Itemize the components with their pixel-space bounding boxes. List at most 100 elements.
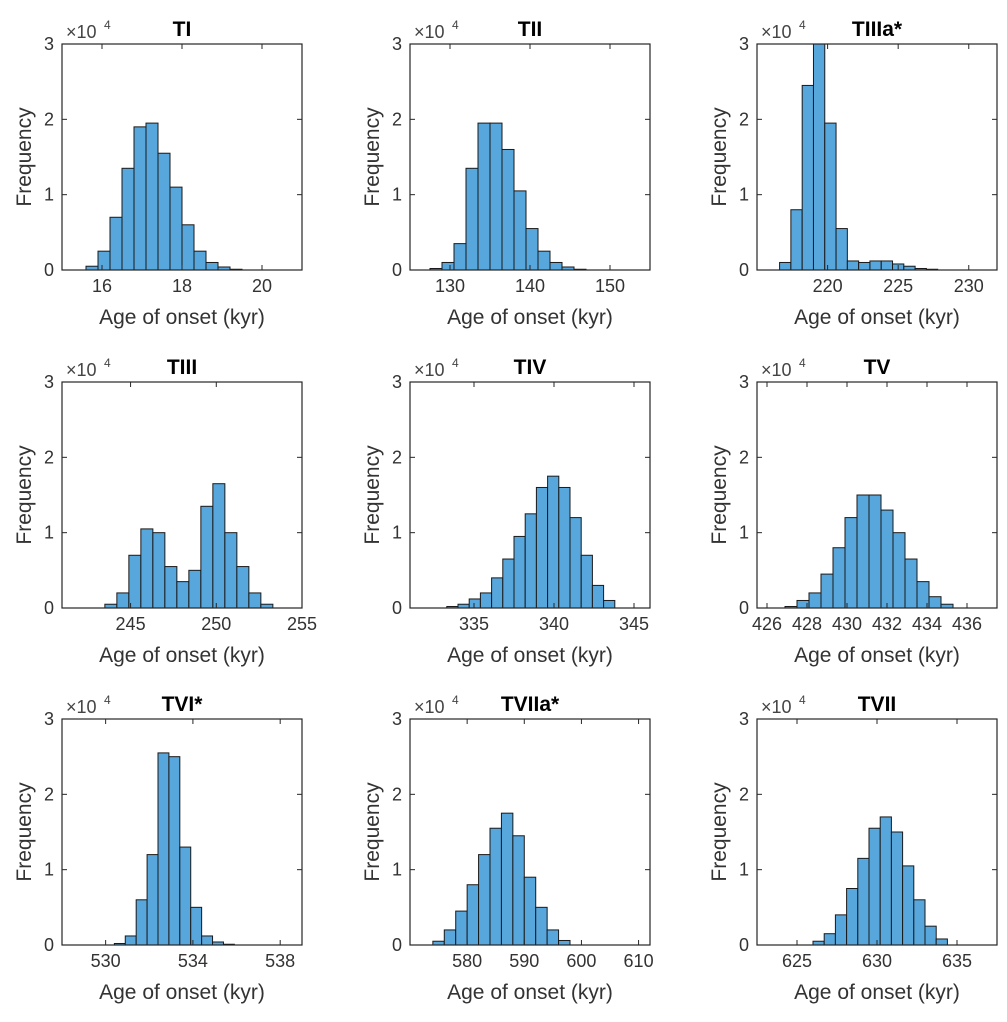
histogram-bar xyxy=(121,167,135,271)
histogram-bar xyxy=(489,122,503,271)
histogram-bar xyxy=(525,228,539,271)
x-axis-label: Age of onset (kyr) xyxy=(447,644,613,667)
x-tick-label: 580 xyxy=(452,951,482,971)
y-tick-label: 3 xyxy=(44,372,54,392)
y-tick-label: 2 xyxy=(44,784,54,804)
x-tick-label: 600 xyxy=(566,951,596,971)
x-tick-label: 625 xyxy=(782,951,812,971)
y-axis-label: Frequency xyxy=(361,107,384,207)
y-tick-label: 2 xyxy=(739,784,749,804)
y-exponent-label: 4 xyxy=(452,356,459,370)
x-tick-label: 530 xyxy=(91,951,121,971)
y-multiplier-label: ×10 xyxy=(66,22,97,42)
histogram-bar xyxy=(466,884,480,946)
histogram-bar xyxy=(169,186,183,271)
histogram-bar xyxy=(892,532,906,609)
y-axis-label: Frequency xyxy=(708,107,731,207)
y-tick-label: 2 xyxy=(739,447,749,467)
y-tick-label: 2 xyxy=(44,447,54,467)
histogram-bar xyxy=(97,250,111,271)
y-tick-label: 0 xyxy=(44,260,54,280)
x-tick-label: 426 xyxy=(752,614,782,634)
histogram-panel: 0 1 2 3 580 590 600 610 TVIIa* ×10 4 Age of onset (… xyxy=(361,693,654,1004)
y-axis-label: Frequency xyxy=(13,782,36,882)
y-axis-label: Frequency xyxy=(708,782,731,882)
panel-title: TIV xyxy=(514,356,547,379)
histogram-bar xyxy=(844,517,858,609)
histogram-bar xyxy=(846,260,860,271)
x-tick-label: 610 xyxy=(624,951,654,971)
histogram-bar xyxy=(489,827,502,946)
y-multiplier-label: ×10 xyxy=(414,697,445,717)
histogram-bar xyxy=(201,935,214,946)
y-axis-label: Frequency xyxy=(708,445,731,545)
histogram-bar xyxy=(580,554,593,609)
axes-frame xyxy=(409,381,651,609)
histogram-bar xyxy=(179,846,192,946)
panel-title: TI xyxy=(173,18,192,41)
histogram-bar xyxy=(890,831,904,946)
x-tick-label: 18 xyxy=(172,276,192,296)
histogram-bar xyxy=(801,84,814,271)
histogram-bar xyxy=(823,933,836,946)
histogram-bar xyxy=(902,865,915,946)
histogram-bar xyxy=(808,592,822,609)
x-tick-label: 16 xyxy=(92,276,112,296)
y-tick-label: 3 xyxy=(739,34,749,54)
histogram-bar xyxy=(832,547,846,609)
histogram-bar xyxy=(116,592,130,609)
x-axis-label: Age of onset (kyr) xyxy=(447,306,613,329)
histogram-bar xyxy=(157,752,170,946)
y-tick-label: 0 xyxy=(392,260,402,280)
y-tick-label: 2 xyxy=(739,109,749,129)
x-axis-label: Age of onset (kyr) xyxy=(794,981,960,1004)
y-axis-label: Frequency xyxy=(361,445,384,545)
axes-frame xyxy=(61,718,303,946)
histogram-bar xyxy=(549,261,563,271)
y-tick-label: 3 xyxy=(739,372,749,392)
histogram-bar xyxy=(779,261,792,271)
histogram-bar xyxy=(145,122,159,271)
x-tick-label: 630 xyxy=(862,951,892,971)
histogram-bar xyxy=(133,126,147,271)
histogram-panel: 0 1 2 3 16 18 20 TI ×10 4 Age of onset (kyr) Freque… xyxy=(13,18,303,329)
histogram-bar xyxy=(537,250,551,271)
histogram-bar xyxy=(513,535,526,609)
y-tick-label: 3 xyxy=(392,34,402,54)
histogram-bar xyxy=(109,216,123,271)
x-tick-label: 250 xyxy=(201,614,231,634)
histogram-bar xyxy=(468,598,481,609)
x-tick-label: 245 xyxy=(116,614,146,634)
y-tick-label: 0 xyxy=(739,260,749,280)
axes-frame xyxy=(756,381,998,609)
histogram-bar xyxy=(501,148,515,271)
y-tick-label: 0 xyxy=(739,935,749,955)
y-tick-label: 3 xyxy=(739,709,749,729)
x-tick-label: 635 xyxy=(942,951,972,971)
y-multiplier-label: ×10 xyxy=(66,697,97,717)
histogram-bar xyxy=(835,228,848,271)
histogram-bar xyxy=(513,190,527,271)
y-multiplier-label: ×10 xyxy=(414,22,445,42)
histogram-bar xyxy=(443,929,457,946)
histogram-bar xyxy=(928,596,942,609)
histogram-bar xyxy=(857,857,870,946)
histogram-bar xyxy=(190,906,203,946)
histogram-bar xyxy=(188,569,202,609)
histogram-bar xyxy=(157,152,171,271)
histogram-bar xyxy=(205,261,219,271)
y-multiplier-label: ×10 xyxy=(761,22,792,42)
y-tick-label: 0 xyxy=(44,598,54,618)
x-tick-label: 340 xyxy=(539,614,569,634)
x-tick-label: 428 xyxy=(792,614,822,634)
y-tick-label: 0 xyxy=(392,935,402,955)
y-exponent-label: 4 xyxy=(452,18,459,32)
y-multiplier-label: ×10 xyxy=(761,697,792,717)
y-tick-label: 1 xyxy=(739,185,749,205)
y-tick-label: 1 xyxy=(392,523,402,543)
axes-frame xyxy=(409,718,651,946)
x-axis-label: Age of onset (kyr) xyxy=(794,644,960,667)
y-exponent-label: 4 xyxy=(104,356,111,370)
y-tick-label: 3 xyxy=(392,709,402,729)
y-tick-label: 2 xyxy=(392,109,402,129)
